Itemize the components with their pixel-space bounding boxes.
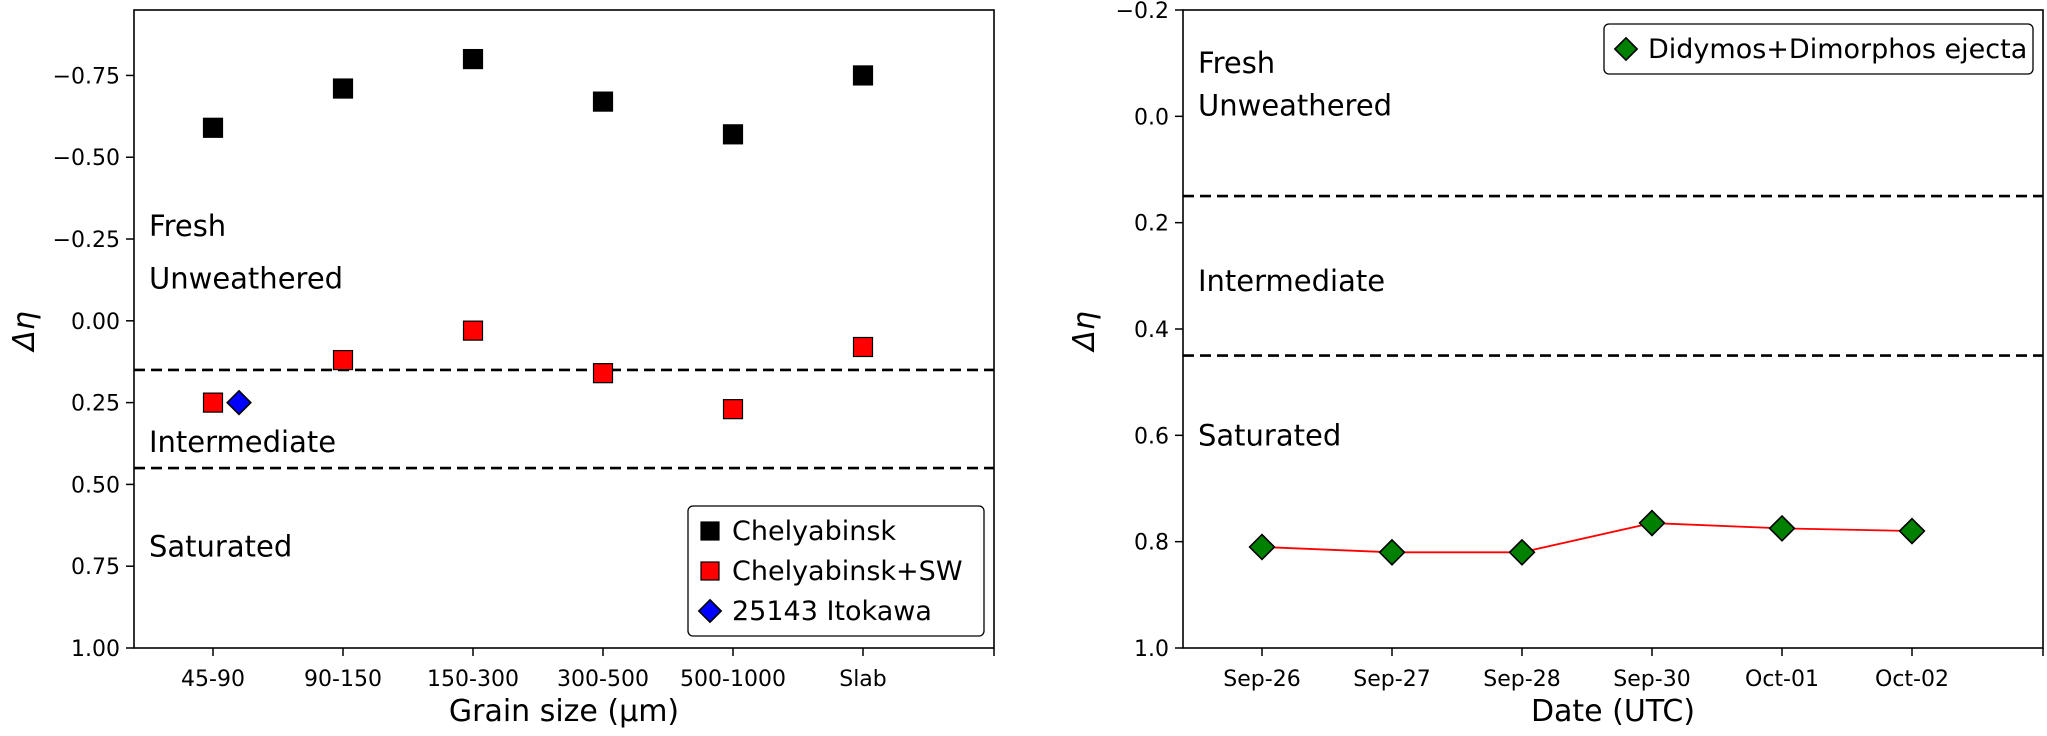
right-y-tick-label: 1.0 [1134,637,1169,662]
right-region-label-saturated: Saturated [1198,418,1341,452]
left-legend: Chelyabinsk Chelyabinsk+SW 25143 Itokawa [687,505,985,637]
left-legend-box [687,505,985,637]
left-point-chelyabinsk-sw-90-150 [332,349,354,371]
right-y-tick-label: 0.6 [1134,424,1169,449]
left-region-label-saturated: Saturated [149,530,292,564]
left-x-axis-label: Grain size (μm) [449,694,679,729]
left-chart: −0.75 −0.50 −0.25 0.00 0.25 0.50 0.75 1.00 45-9… [7,9,995,729]
left-y-ticks: −0.75 −0.50 −0.25 0.00 0.25 0.50 0.75 1.00 [53,64,134,662]
left-x-tick-label-500-1000: 500-1000 [680,667,786,692]
right-x-tick-label-sep-30: Sep-30 [1613,667,1690,692]
left-y-tick-label: 0.00 [71,310,120,335]
left-point-chelyabinsk-500-1000 [722,124,744,145]
left-legend-label-chelyabinsk: Chelyabinsk [732,516,896,547]
left-region-label-unweathered: Unweathered [149,261,343,295]
left-x-tick-label-45-90: 45-90 [181,667,245,692]
left-y-tick-label: −0.50 [53,146,120,171]
right-region-label-fresh: Fresh [1198,46,1275,80]
right-point-didymos-dimorphos-ejecta-sep-27 [1378,538,1406,566]
left-point-chelyabinsk-150-300 [462,48,484,70]
left-x-tick-label-slab: Slab [839,667,887,692]
right-x-tick-label-sep-26: Sep-26 [1223,667,1300,692]
left-point-25143-itokawa-45-90 [226,389,252,416]
left-region-labels: Fresh Unweathered Intermediate Saturated [149,209,343,564]
left-y-tick-label: 1.00 [71,637,120,662]
left-point-chelyabinsk-sw-300-500 [592,363,614,384]
left-legend-label-25143-itokawa: 25143 Itokawa [732,596,932,627]
right-x-ticks: Sep-26 Sep-27 Sep-28 Sep-30 Oct-01 Oct-02 [1223,648,2044,692]
left-region-label-fresh: Fresh [149,209,226,243]
left-threshold-lines [134,368,994,470]
left-point-chelyabinsk-sw-45-90 [202,392,224,413]
left-legend-marker-chelyabinsk-sw [700,561,720,581]
left-y-axis-label: Δη [7,311,42,353]
right-legend-label-didymos-dimorphos-ejecta: Didymos+Dimorphos ejecta [1648,34,2027,65]
right-region-label-unweathered: Unweathered [1198,89,1392,123]
right-x-axis-label: Date (UTC) [1531,694,1695,729]
left-y-tick-label: 0.25 [71,392,120,417]
left-point-chelyabinsk-45-90 [202,117,224,138]
left-point-chelyabinsk-sw-500-1000 [722,399,744,420]
right-legend-box [1603,23,2034,75]
right-point-didymos-dimorphos-ejecta-sep-30 [1638,509,1666,537]
left-point-chelyabinsk-90-150 [332,78,354,99]
left-point-chelyabinsk-sw-slab [852,336,874,358]
left-plot-frame [133,9,995,649]
right-x-tick-label-sep-28: Sep-28 [1483,667,1560,692]
right-point-didymos-dimorphos-ejecta-sep-26 [1248,533,1276,561]
right-x-tick-label-oct-01: Oct-01 [1745,667,1819,692]
right-point-didymos-dimorphos-ejecta-oct-02 [1898,517,1926,545]
right-chart: −0.20.00.20.40.60.81.0 Sep-26 Sep-27 Sep-2… [1067,0,2044,729]
right-y-tick-label: 0.0 [1134,105,1169,130]
right-y-tick-label: 0.8 [1134,531,1169,556]
right-legend-marker-didymos-dimorphos-ejecta [1613,36,1639,62]
left-y-tick-label: 0.50 [71,473,120,498]
right-x-tick-label-oct-02: Oct-02 [1875,667,1949,692]
right-point-didymos-dimorphos-ejecta-sep-28 [1508,538,1536,566]
left-x-ticks: 45-90 90-150 150-300 300-500 500-1000 Slab [181,648,995,692]
right-legend: Didymos+Dimorphos ejecta [1603,23,2034,75]
left-point-chelyabinsk-300-500 [592,91,614,112]
left-legend-marker-25143-itokawa [697,598,723,624]
left-point-chelyabinsk-sw-150-300 [462,320,484,341]
right-threshold-lines [1183,194,2043,357]
left-data-points [202,48,874,420]
left-legend-marker-chelyabinsk [700,521,720,541]
left-x-tick-label-150-300: 150-300 [427,667,519,692]
right-y-tick-label: −0.2 [1116,0,1169,24]
right-plot-frame [1182,9,2044,649]
right-y-ticks: −0.2 0.0 0.2 0.4 0.6 0.8 1.0 [1116,0,1183,662]
left-legend-label-chelyabinsk-sw: Chelyabinsk+SW [732,556,963,587]
left-x-tick-label-300-500: 300-500 [557,667,649,692]
right-point-didymos-dimorphos-ejecta-oct-01 [1768,514,1796,542]
left-region-label-intermediate: Intermediate [149,425,336,459]
left-y-tick-label: −0.75 [53,64,120,89]
right-y-tick-label: 0.2 [1134,212,1169,237]
right-series-line-didymos-dimorphos-ejecta [1261,522,1913,554]
right-y-tick-label: 0.4 [1134,318,1169,343]
right-y-axis-label: Δη [1067,311,1102,353]
right-x-tick-label-sep-27: Sep-27 [1353,667,1430,692]
right-region-label-intermediate: Intermediate [1198,264,1385,298]
right-region-labels: Fresh Unweathered Intermediate Saturated [1198,46,1392,452]
left-y-tick-label: −0.25 [53,228,120,253]
right-data-points [1248,509,1926,566]
left-y-tick-label: 0.75 [71,555,120,580]
left-x-tick-label-90-150: 90-150 [304,667,382,692]
left-point-chelyabinsk-slab [852,65,874,86]
